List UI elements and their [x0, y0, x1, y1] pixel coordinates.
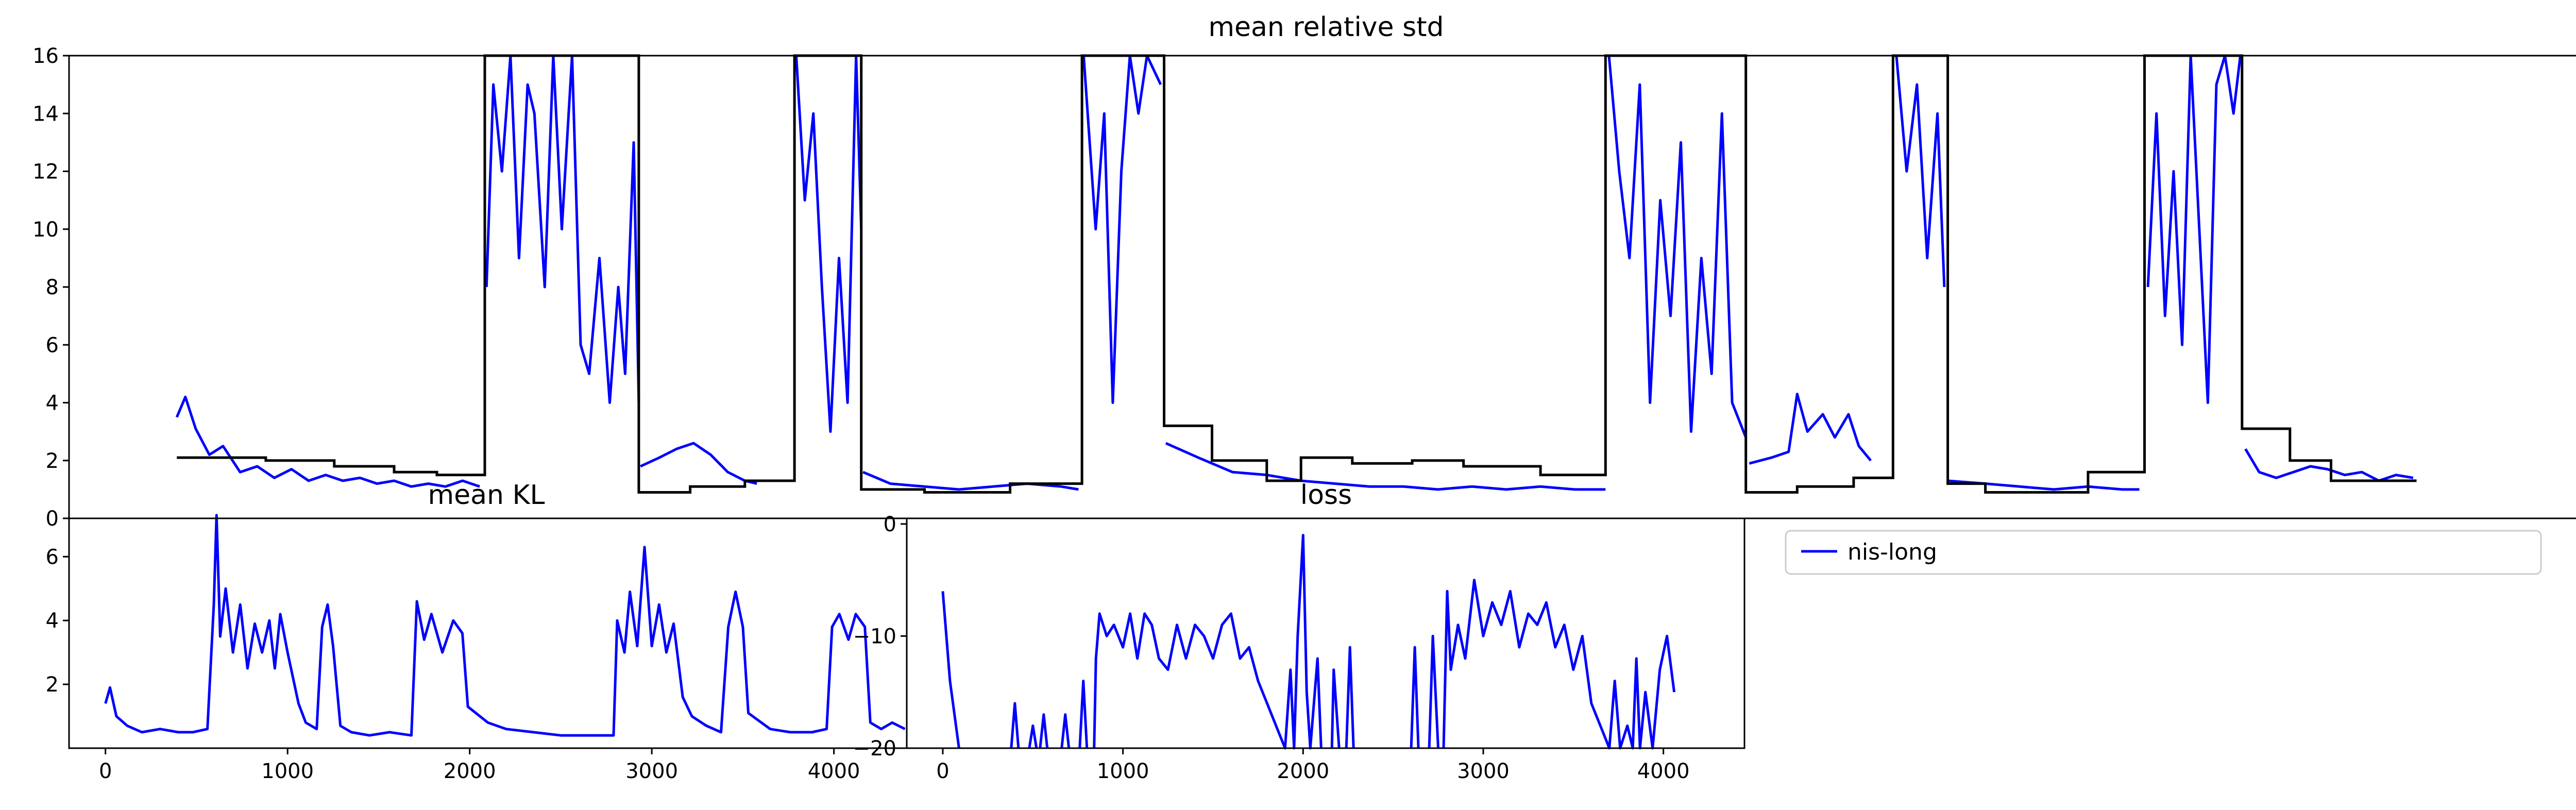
kl-xtick-label-1: 1000 — [261, 760, 314, 783]
top-blue-series-segment-5 — [1082, 54, 1162, 404]
kl-xtick-label-2: 2000 — [444, 760, 496, 783]
top-ytick-label-6: 12 — [32, 160, 59, 184]
loss-series-group — [941, 534, 1676, 750]
loss-xtick-label-3: 3000 — [1457, 760, 1510, 783]
kl-xaxis: 0 1000 2000 3000 4000 — [99, 748, 860, 783]
loss-panel: 0 −10 −20 0 1000 2000 3000 4000 loss — [853, 480, 1745, 783]
kl-frame — [68, 517, 908, 749]
loss-line-segment-0 — [941, 591, 960, 749]
kl-line — [104, 514, 906, 737]
legend-panel: nis-long — [1743, 518, 2542, 748]
loss-yaxis: 0 −10 −20 — [853, 513, 907, 761]
top-yaxis: 0 2 4 6 8 10 12 14 16 — [32, 44, 69, 531]
loss-xaxis: 0 1000 2000 3000 4000 — [936, 748, 1690, 783]
loss-line-segment-11 — [1442, 579, 1676, 750]
top-blue-series-segment-1 — [485, 54, 640, 404]
loss-line-segment-6 — [1093, 534, 1323, 750]
kl-ytick-label-2: 6 — [46, 545, 59, 569]
top-blue-series-segment-0 — [175, 395, 480, 488]
top-ytick-label-0: 0 — [46, 507, 59, 531]
legend-box — [1785, 530, 2542, 575]
loss-line-segment-10 — [1428, 634, 1439, 749]
loss-xtick-label-2: 2000 — [1277, 760, 1329, 783]
top-blue-series-segment-7 — [1607, 55, 1748, 438]
loss-title: loss — [1300, 480, 1352, 511]
kl-xtick-label-0: 0 — [99, 760, 112, 783]
top-blue-series-segment-10 — [1947, 479, 2140, 491]
top-blue-series-segment-12 — [2244, 448, 2414, 482]
top-blue-series-segment-2 — [640, 442, 757, 485]
loss-line-segment-8 — [1345, 646, 1355, 749]
loss-frame — [906, 517, 1745, 749]
loss-ytick-label-1: −10 — [853, 625, 896, 648]
top-blue-series-segment-8 — [1749, 393, 1872, 465]
top-ytick-label-2: 4 — [46, 392, 59, 415]
loss-xtick-label-1: 1000 — [1097, 760, 1149, 783]
loss-ytick-label-0: 0 — [884, 513, 896, 536]
top-ytick-label-3: 6 — [46, 333, 59, 357]
kl-title: mean KL — [428, 480, 545, 511]
loss-line-segment-2 — [1028, 724, 1038, 749]
top-ytick-label-8: 16 — [32, 44, 59, 68]
loss-xtick-label-0: 0 — [936, 760, 949, 783]
loss-xtick-label-4: 4000 — [1637, 760, 1690, 783]
top-ytick-label-7: 14 — [32, 102, 59, 126]
loss-line-segment-7 — [1330, 668, 1341, 749]
loss-line-segment-4 — [1060, 713, 1071, 749]
kl-ytick-label-1: 4 — [46, 609, 59, 633]
top-blue-series-segment-6 — [1165, 442, 1606, 491]
kl-yaxis: 2 4 6 — [46, 545, 69, 697]
top-blue-series-segment-11 — [2146, 54, 2242, 404]
top-blue-series-segment-3 — [795, 54, 863, 433]
top-ytick-label-5: 10 — [32, 218, 59, 242]
top-series-group — [175, 54, 2417, 494]
kl-series-group — [104, 514, 906, 737]
top-title: mean relative std — [1208, 12, 1444, 43]
top-ytick-label-4: 8 — [46, 276, 59, 299]
top-frame — [68, 55, 2576, 519]
loss-line-segment-5 — [1078, 680, 1089, 749]
top-black-step-series — [177, 54, 2417, 494]
top-ytick-label-1: 2 — [46, 449, 59, 473]
loss-line-segment-3 — [1039, 713, 1049, 749]
kl-xtick-label-3: 3000 — [625, 760, 678, 783]
loss-line-segment-1 — [1010, 702, 1020, 749]
top-panel: mean relative std 0 2 4 6 8 10 12 14 16 — [32, 12, 2576, 531]
loss-ytick-label-2: −20 — [853, 737, 896, 761]
kl-panel: 2 4 6 0 1000 2000 3000 4000 mean KL — [46, 480, 908, 783]
legend-label: nis-long — [1848, 539, 1937, 565]
kl-xtick-label-4: 4000 — [808, 760, 860, 783]
kl-ytick-label-0: 2 — [46, 673, 59, 697]
top-blue-series-segment-4 — [862, 470, 1079, 491]
loss-line-segment-9 — [1410, 646, 1420, 749]
top-blue-series-segment-9 — [1895, 55, 1946, 288]
